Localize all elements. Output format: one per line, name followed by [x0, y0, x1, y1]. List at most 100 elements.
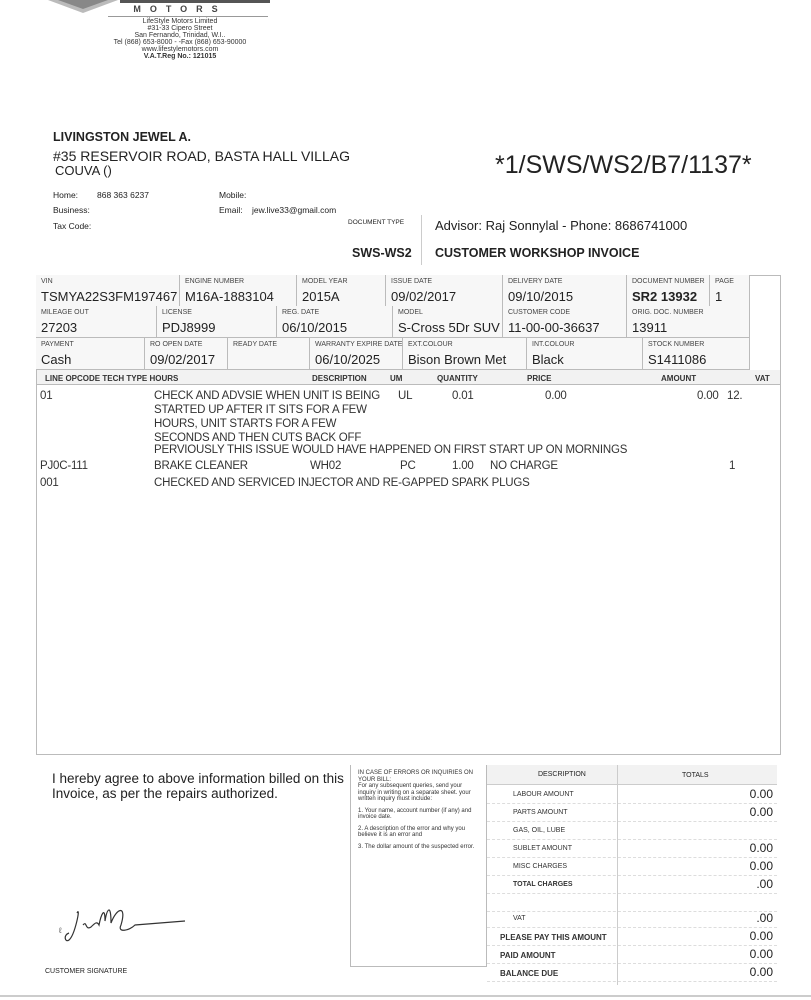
totals-row: PLEASE PAY THIS AMOUNT 0.00	[487, 928, 777, 946]
totals-row: TOTAL CHARGES .00	[487, 876, 777, 894]
totals-header-label: TOTALS	[682, 772, 709, 779]
line-price: 0.00	[545, 390, 567, 402]
line-code: 01	[40, 390, 53, 402]
totals-value: .00	[756, 911, 773, 925]
barcode-text: *1/SWS/WS2/B7/1137*	[495, 151, 752, 179]
field-label: ENGINE NUMBER	[185, 278, 245, 285]
field-label: STOCK NUMBER	[648, 341, 705, 348]
agreement-text: I hereby agree to above information bill…	[52, 771, 344, 801]
field-row2-3: MODEL S-Cross 5Dr SUV 1.	[393, 306, 514, 338]
col-price: PRICE	[527, 374, 552, 383]
column-header-row	[37, 370, 780, 385]
field-row2-0: MILEAGE OUT 27203	[36, 306, 157, 338]
company-address1: #31-33 Cipero Street	[147, 25, 213, 32]
totals-value: .00	[756, 877, 773, 891]
field-row2-4: CUSTOMER CODE 11-00-00-36637	[503, 306, 627, 338]
field-value: 1	[715, 289, 723, 304]
totals-row: PARTS AMOUNT 0.00	[487, 804, 777, 822]
field-row3-4: EXT.COLOUR Bison Brown Met	[403, 338, 527, 370]
field-row2-2: REG. DATE 06/10/2015	[277, 306, 393, 338]
field-value: SR2 13932	[632, 289, 698, 304]
totals-value: 0.00	[749, 929, 773, 943]
field-value: 27203	[41, 320, 78, 335]
page-edge	[0, 995, 811, 997]
totals-value: 0.00	[749, 947, 773, 961]
totals-label: VAT	[513, 915, 526, 922]
field-value: Bison Brown Met	[408, 352, 507, 367]
totals-value: 0.00	[749, 859, 773, 873]
field-label: INT.COLOUR	[532, 341, 575, 348]
field-label: WARRANTY EXPIRE DATE	[315, 341, 403, 348]
field-row3-0: PAYMENT Cash	[36, 338, 145, 370]
inquiry-box: IN CASE OF ERRORS OR INQUIRIES ON YOUR B…	[350, 765, 487, 967]
logo-motors: MOTORS	[133, 4, 227, 14]
field-label: EXT.COLOUR	[408, 341, 453, 348]
inquiry-title: IN CASE OF ERRORS OR INQUIRIES ON YOUR B…	[358, 770, 474, 783]
field-label: MILEAGE OUT	[41, 309, 89, 316]
line-note: PERVIOUSLY THIS ISSUE WOULD HAVE HAPPENE…	[154, 444, 628, 456]
totals-row: MISC CHARGES 0.00	[487, 858, 777, 876]
inquiry-point-1: 1. Your name, account number (if any) an…	[358, 807, 472, 821]
totals-label: TOTAL CHARGES	[513, 881, 573, 888]
signature-label: CUSTOMER SIGNATURE	[45, 968, 128, 975]
field-row3-5: INT.COLOUR Black	[527, 338, 643, 370]
field-value: S1411086	[648, 352, 707, 367]
field-row2-5: ORIG. DOC. NUMBER 13911	[627, 306, 750, 338]
field-row1-4: DELIVERY DATE 09/10/2015	[503, 275, 627, 307]
company-name: LifeStyle Motors Limited	[142, 18, 218, 25]
field-value: 2015A	[302, 289, 340, 304]
field-row1-1: ENGINE NUMBER M16A-1883104	[180, 275, 297, 307]
advisor: Advisor: Raj Sonnylal - Phone: 868674100…	[435, 218, 688, 233]
col-vat: VAT	[755, 374, 770, 383]
field-label: READY DATE	[233, 341, 278, 348]
line-desc: STARTED UP AFTER IT SITS FOR A FEW	[154, 404, 367, 416]
totals-row: VAT .00	[487, 910, 777, 928]
totals-label: PARTS AMOUNT	[513, 809, 568, 816]
svg-text:ℓ: ℓ	[58, 926, 62, 935]
totals-row: SUBLET AMOUNT 0.00	[487, 840, 777, 858]
home-phone: 868 363 6237	[97, 190, 149, 200]
email-value: jew.live33@gmail.com	[252, 205, 337, 215]
line-qty: 0.01	[452, 390, 474, 402]
email-label: Email:	[219, 205, 243, 215]
field-label: ISSUE DATE	[391, 278, 433, 285]
field-row3-3: WARRANTY EXPIRE DATE 06/10/2025	[310, 338, 403, 370]
totals-label: PLEASE PAY THIS AMOUNT	[500, 933, 607, 942]
logo-wordmark	[120, 0, 270, 3]
col-line: LINE OPCODE TECH TYPE HOURS	[45, 374, 179, 383]
tax-code-label: Tax Code:	[53, 221, 92, 231]
inquiry-point-2: 2. A description of the error and why yo…	[358, 825, 466, 839]
field-row1-2: MODEL YEAR 2015A	[297, 275, 386, 307]
totals-value: 0.00	[749, 787, 773, 801]
field-value: 13911	[632, 320, 668, 335]
col-um: UM	[390, 374, 403, 383]
company-vat: V.A.T.Reg No.: 121015	[143, 53, 217, 60]
field-label: DOCUMENT NUMBER	[632, 278, 705, 285]
field-value: 06/10/2025	[315, 352, 381, 367]
customer-city: COUVA ()	[55, 163, 112, 178]
field-value: 09/10/2015	[508, 289, 574, 304]
col-quantity: QUANTITY	[437, 374, 478, 383]
field-value: Black	[532, 352, 564, 367]
totals-row: LABOUR AMOUNT 0.00	[487, 786, 777, 804]
totals-row: PAID AMOUNT 0.00	[487, 946, 777, 964]
logo-divider	[108, 16, 268, 17]
line-vat: 12.	[727, 390, 743, 402]
field-label: PAYMENT	[41, 341, 74, 348]
field-value: Cash	[41, 352, 72, 367]
company-phone: Tel (868) 653-8000 - -Fax (868) 653-9000…	[113, 39, 247, 46]
field-label: CUSTOMER CODE	[508, 309, 571, 316]
field-row1-3: ISSUE DATE 09/02/2017	[386, 275, 503, 307]
field-row3-2: READY DATE	[228, 338, 310, 370]
doc-title: CUSTOMER WORKSHOP INVOICE	[435, 246, 640, 260]
company-logo-icon	[48, 0, 118, 13]
totals-label: BALANCE DUE	[500, 969, 559, 978]
customer-name: LIVINGSTON JEWEL A.	[53, 130, 191, 144]
totals-label: GAS, OIL, LUBE	[513, 827, 566, 834]
field-value: 11-00-00-36637	[508, 320, 600, 335]
field-label: ORIG. DOC. NUMBER	[632, 309, 704, 316]
doc-type: SWS-WS2	[352, 246, 412, 260]
customer-signature: ℓ	[58, 909, 186, 942]
line-tech: WH02	[310, 460, 342, 472]
field-label: VIN	[41, 278, 53, 285]
